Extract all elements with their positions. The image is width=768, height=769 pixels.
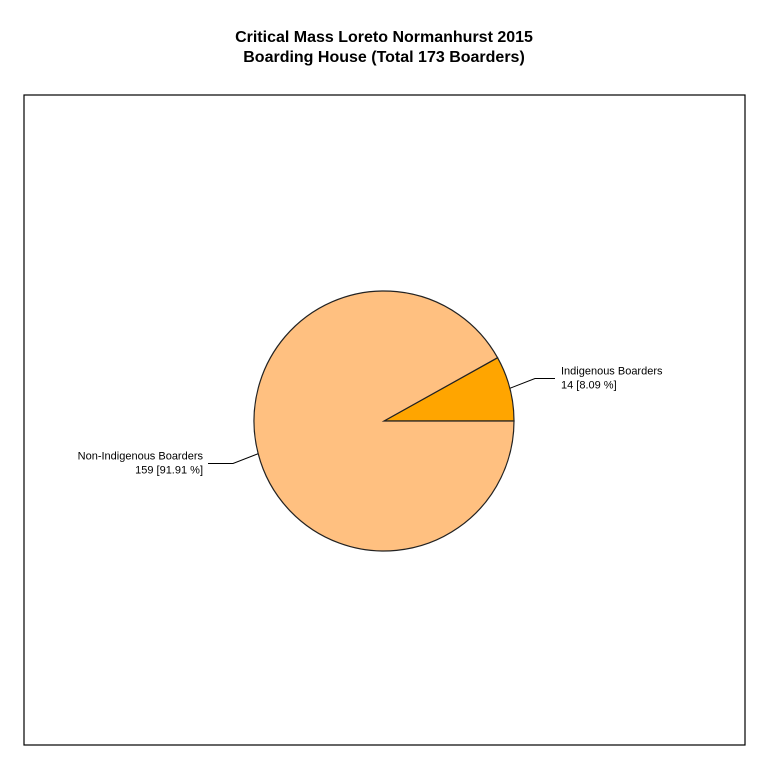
- chart-title: Critical Mass Loreto Normanhurst 2015: [235, 29, 533, 46]
- slice-value-label: 14 [8.09 %]: [561, 379, 617, 391]
- pie-slice: [253, 290, 515, 552]
- slice-label: Non-Indigenous Boarders: [78, 450, 204, 462]
- leader-line: [208, 453, 259, 465]
- plot-frame: [23, 94, 746, 746]
- slice-label: Indigenous Boarders: [561, 365, 663, 377]
- chart-subtitle: Boarding House (Total 173 Boarders): [243, 49, 525, 66]
- leader-line: [509, 377, 555, 389]
- slice-value-label: 159 [91.91 %]: [135, 464, 203, 476]
